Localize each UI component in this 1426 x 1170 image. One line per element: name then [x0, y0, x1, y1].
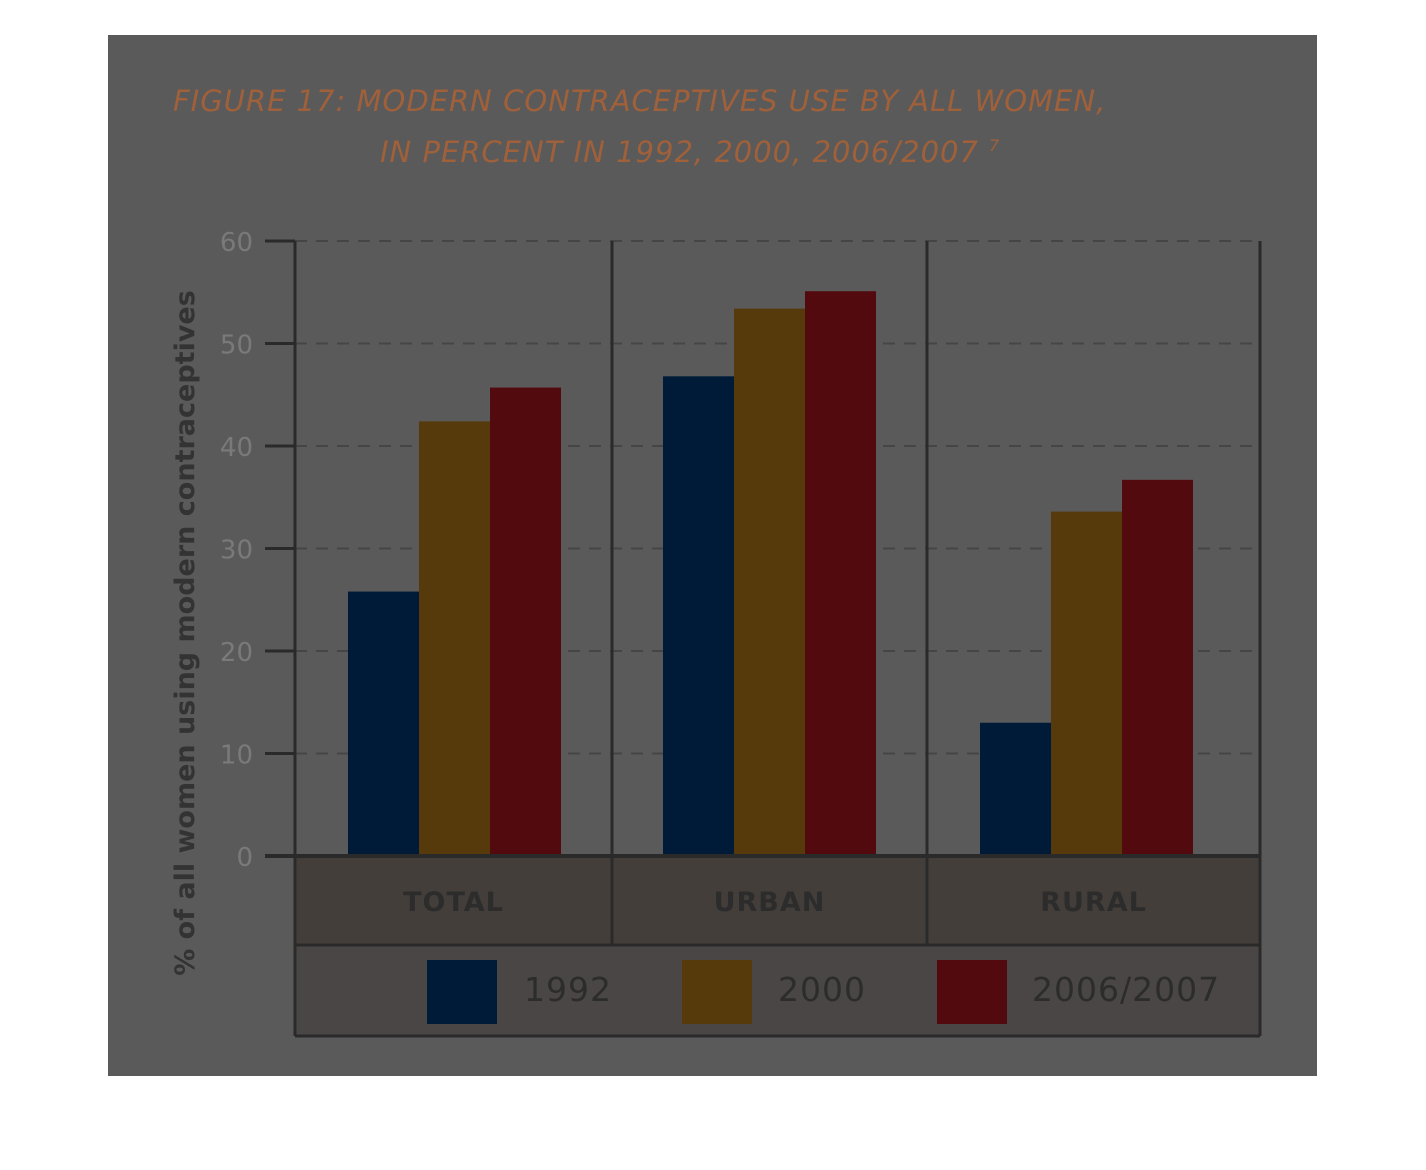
- legend-label: 2000: [778, 970, 866, 1009]
- bar: [490, 387, 561, 856]
- category-label: URBAN: [714, 887, 826, 918]
- category-label: TOTAL: [403, 887, 504, 918]
- y-tick-label: 60: [220, 228, 253, 258]
- bar: [734, 308, 805, 856]
- chart-title: FIGURE 17: MODERN CONTRACEPTIVES USE BY …: [173, 84, 1107, 118]
- y-tick-label: 30: [220, 536, 253, 566]
- y-axis-label: % of all women using modern contraceptiv…: [170, 290, 201, 976]
- bar: [348, 591, 419, 856]
- y-tick-label: 10: [220, 741, 253, 771]
- chart-subtitle: IN PERCENT IN 1992, 2000, 2006/2007 7: [380, 135, 1000, 169]
- chart-subtitle-text: IN PERCENT IN 1992, 2000, 2006/2007: [380, 135, 979, 169]
- bar: [663, 376, 734, 856]
- y-tick-label: 50: [220, 331, 253, 361]
- legend-swatch: [937, 960, 1007, 1024]
- title-footnote: 7: [988, 136, 1001, 156]
- y-tick-label: 0: [236, 843, 253, 873]
- bar: [1122, 479, 1193, 856]
- legend-label: 1992: [524, 970, 612, 1009]
- bar: [805, 291, 876, 857]
- category-band: [295, 856, 1260, 945]
- bar: [980, 722, 1051, 856]
- bar: [1051, 511, 1122, 856]
- y-tick-label: 40: [220, 433, 253, 463]
- legend-swatch: [427, 960, 497, 1024]
- legend-swatch: [682, 960, 752, 1024]
- category-label: RURAL: [1040, 887, 1147, 918]
- y-tick-label: 20: [220, 638, 253, 668]
- legend-label: 2006/2007: [1032, 970, 1220, 1009]
- bar: [419, 421, 490, 856]
